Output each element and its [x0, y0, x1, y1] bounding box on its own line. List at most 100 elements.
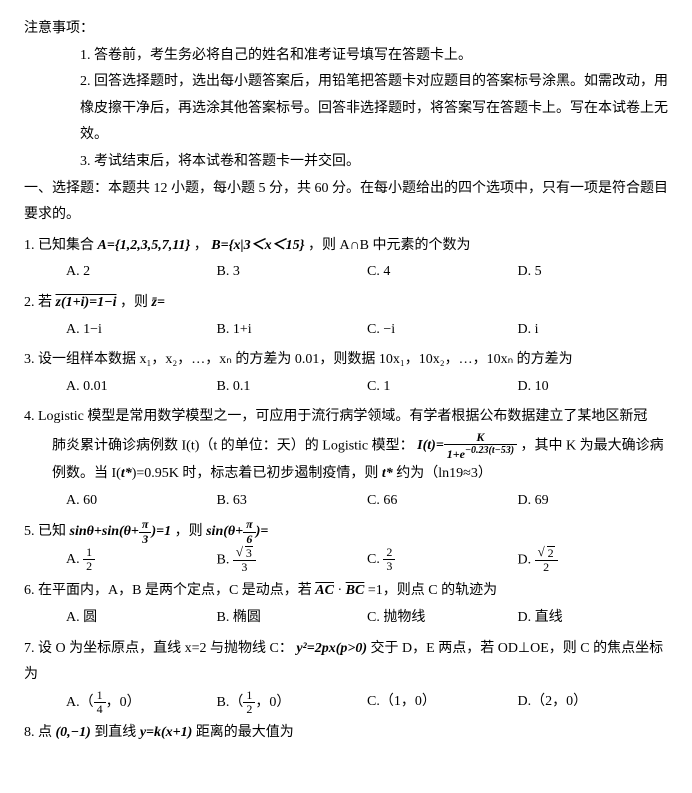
q1-post: ，则 A∩B 中元素的个数为 [308, 238, 471, 253]
q5-pi1: π [139, 518, 152, 532]
q4-l2a: 肺炎累计确诊病例数 I(t)（t 的单位：天）的 Logistic 模型： [52, 438, 414, 453]
q4-expo: −0.23(t−53) [465, 445, 514, 456]
q7-b-n: 1 [243, 689, 255, 703]
q7-opt-b: B.（12，0） [217, 689, 368, 717]
q1-setB: B={x|3＜x＜15} [211, 238, 304, 253]
q4-l3c: 约为（ln19≈3） [393, 466, 492, 481]
question-5: 5. 已知 sinθ+sin(θ+π3)=1 ，则 sin(θ+π6)= [24, 518, 668, 546]
q8-pre: 8. 点 [24, 725, 56, 740]
q6-bc: BC [346, 583, 365, 598]
q5-six: 6 [243, 533, 256, 546]
section-1-title: 一、选择题：本题共 12 小题，每小题 5 分，共 60 分。在每小题给出的四个… [24, 176, 668, 229]
q7-a-post: ，0） [106, 695, 141, 710]
question-1: 1. 已知集合 A={1,2,3,5,7,11} ， B={x|3＜x＜15} … [24, 233, 668, 260]
q5-b-d: 3 [233, 561, 256, 574]
q7-b-pre: B.（ [217, 695, 244, 710]
question-4-line2: 肺炎累计确诊病例数 I(t)（t 的单位：天）的 Logistic 模型： I(… [24, 431, 668, 461]
q7-eq: y²=2px(p>0) [296, 641, 367, 656]
q2-zbar: z̄= [152, 295, 165, 310]
q2-opt-a: A. 1−i [66, 317, 217, 344]
q7-opt-d: D.（2，0） [518, 689, 669, 717]
q4-l3: 例数。当 I( [52, 466, 121, 481]
q5-d-d: 2 [535, 561, 558, 574]
q6-opt-a: A. 圆 [66, 605, 217, 632]
q2-opt-c: C. −i [367, 317, 518, 344]
q4-l2b: ，其中 K 为最大确诊病 [521, 438, 664, 453]
note-2-text: 2. 回答选择题时，选出每小题答案后，用铅笔把答题卡对应题目的答案标号涂黑。如需… [80, 74, 668, 142]
q5-c-d: 3 [383, 560, 395, 573]
question-4-line1: 4. Logistic 模型是常用数学模型之一，可应用于流行病学领域。有学者根据… [24, 404, 668, 431]
q7-opt-c: C.（1，0） [367, 689, 518, 717]
q6-opt-c: C. 抛物线 [367, 605, 518, 632]
q6-pre: 6. 在平面内，A，B 是两个定点，C 是动点，若 [24, 583, 315, 598]
q2-mid: ，则 [120, 295, 152, 310]
q4-opt-d: D. 69 [518, 488, 669, 515]
q5-d-n-sq: 2 [547, 546, 555, 559]
q8-post: 距离的最大值为 [196, 725, 294, 740]
q1-opt-a: A. 2 [66, 259, 217, 286]
q7-b-post: ，0） [255, 695, 290, 710]
q3-opt-d: D. 10 [518, 374, 669, 401]
q6-opt-b: B. 椭圆 [217, 605, 368, 632]
q4-eq: I(t)=K1+e−0.23(t−53) [417, 438, 517, 453]
q5-pre: 5. 已知 [24, 524, 70, 539]
q8-pt: (0,−1) [56, 725, 91, 740]
q4-tstar: t* [121, 466, 132, 481]
q2-eq: z(1+i)=1−i [56, 295, 117, 310]
q6-post: =1，则点 C 的轨迹为 [368, 583, 497, 598]
q5-eq2b: )= [256, 524, 269, 539]
q1-setA: A={1,2,3,5,7,11} [98, 238, 191, 253]
q5-eq2: sin(θ+π6)= [206, 524, 268, 539]
q5-a-d: 2 [83, 560, 95, 573]
q8-eq: y=k(x+1) [140, 725, 193, 740]
q5-d-label: D. [518, 552, 535, 567]
q1-opt-c: C. 4 [367, 259, 518, 286]
q1-mid: ， [194, 238, 212, 253]
q4-l3b: )=0.95K 时，标志着已初步遏制疫情，则 [132, 466, 382, 481]
q5-eq2a: sin(θ+ [206, 524, 243, 539]
q7-a-n: 1 [94, 689, 106, 703]
q5-d-n: 2 [535, 546, 558, 561]
q1-pre: 1. 已知集合 [24, 238, 98, 253]
q5-eq1: sinθ+sin(θ+π3)=1 [70, 524, 175, 539]
q4-tstar2: t* [382, 466, 393, 481]
q3-opt-c: C. 1 [367, 374, 518, 401]
q3-options: A. 0.01 B. 0.1 C. 1 D. 10 [24, 374, 668, 401]
q6-options: A. 圆 B. 椭圆 C. 抛物线 D. 直线 [24, 605, 668, 632]
q7-a-d: 4 [94, 703, 106, 716]
q2-opt-b: B. 1+i [217, 317, 368, 344]
q7-a-pre: A.（ [66, 695, 94, 710]
question-8: 8. 点 (0,−1) 到直线 y=k(x+1) 距离的最大值为 [24, 720, 668, 747]
q5-c-label: C. [367, 552, 383, 567]
q5-c-n: 2 [383, 546, 395, 560]
q5-pi2: π [243, 518, 256, 532]
q5-opt-d: D. 2 2 [518, 546, 669, 574]
q5-opt-a: A. 12 [66, 546, 217, 574]
note-3: 3. 考试结束后，将本试卷和答题卡一并交回。 [24, 149, 668, 176]
q5-options: A. 12 B. 33 C. 23 D. 22 [24, 546, 668, 574]
q5-b-label: B. [217, 552, 233, 567]
q3-opt-a: A. 0.01 [66, 374, 217, 401]
q4-opt-a: A. 60 [66, 488, 217, 515]
q4-frac-d: 1+e−0.23(t−53) [444, 445, 517, 461]
question-4-line3: 例数。当 I(t*)=0.95K 时，标志着已初步遏制疫情，则 t* 约为（ln… [24, 461, 668, 488]
q4-frac-d-base: 1+e [447, 447, 465, 461]
q6-ac: AC [315, 583, 334, 598]
q5-opt-b: B. 3 3 [217, 546, 368, 574]
section-1-title-text: 一、选择题：本题共 12 小题，每小题 5 分，共 60 分。在每小题给出的四个… [24, 181, 668, 223]
q2-pre: 2. 若 [24, 295, 56, 310]
question-3: 3. 设一组样本数据 x₁，x₂，…，xₙ 的方差为 0.01，则数据 10x₁… [24, 347, 668, 374]
q5-eq1b: )=1 [151, 524, 171, 539]
q6-opt-d: D. 直线 [518, 605, 669, 632]
q1-options: A. 2 B. 3 C. 4 D. 5 [24, 259, 668, 286]
q5-b-n-sq: 3 [245, 546, 253, 559]
q1-opt-b: B. 3 [217, 259, 368, 286]
q5-opt-c: C. 23 [367, 546, 518, 574]
q5-b-n: 3 [233, 546, 256, 561]
question-2: 2. 若 z(1+i)=1−i ，则 z̄= [24, 290, 668, 317]
notes-header: 注意事项： [24, 16, 668, 43]
q7-pre: 7. 设 O 为坐标原点，直线 x=2 与抛物线 C： [24, 641, 293, 656]
note-1: 1. 答卷前，考生务必将自己的姓名和准考证号填写在答题卡上。 [24, 43, 668, 70]
q5-three: 3 [139, 533, 152, 546]
q2-options: A. 1−i B. 1+i C. −i D. i [24, 317, 668, 344]
